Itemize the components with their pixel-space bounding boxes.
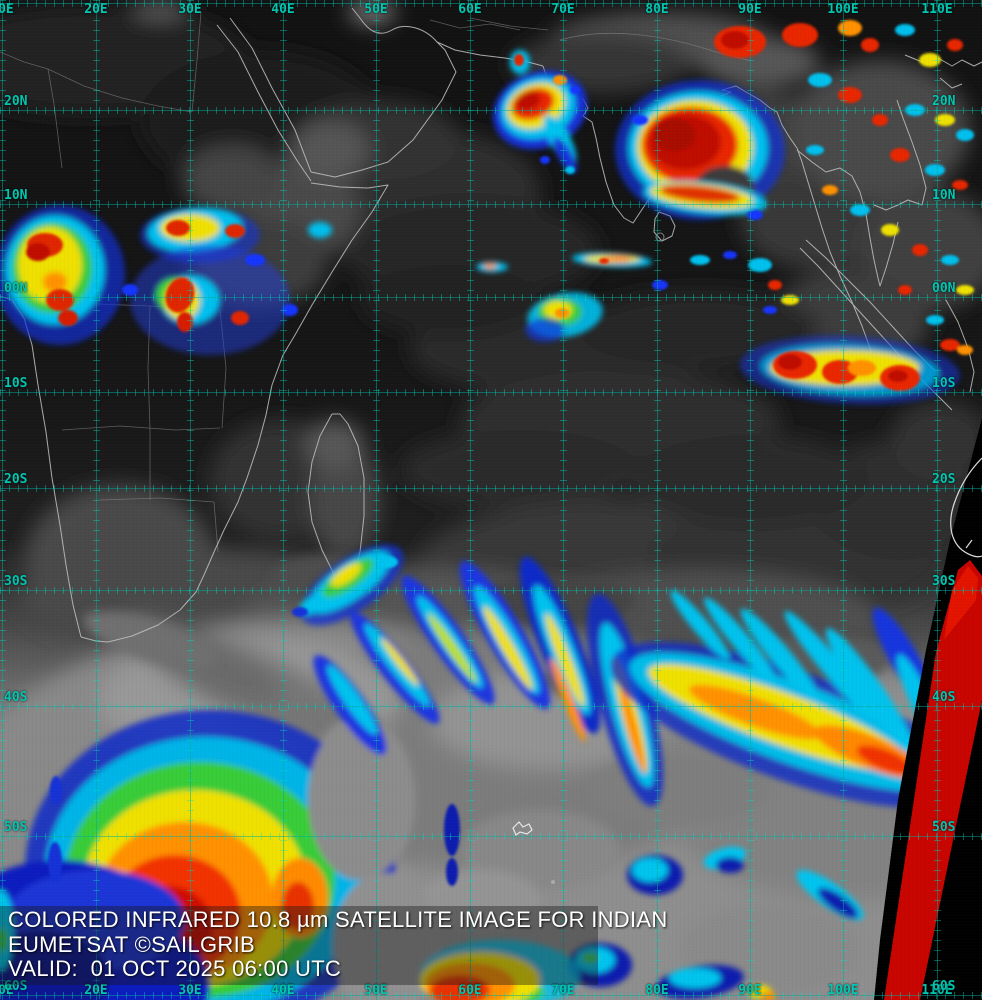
east-africa-coast [213, 354, 284, 553]
arabia-south-coast [310, 41, 457, 178]
atoll-ring [655, 232, 665, 242]
caption-backdrop [0, 906, 598, 985]
island-marks [512, 821, 555, 884]
limb-red-band [884, 560, 982, 1000]
caption-valid-time: VALID: 01 OCT 2025 06:00 UTC [8, 956, 342, 981]
red-sea-west-coast [216, 24, 312, 182]
gulf-of-thailand-coast [796, 149, 899, 287]
sri-lanka-coast [653, 211, 676, 242]
convection-cores [26, 20, 974, 886]
south-africa-coast [80, 551, 215, 643]
makran-coast [436, 41, 544, 67]
australia-coast-outline [950, 457, 982, 558]
vietnam-coast [873, 99, 927, 211]
persian-gulf [351, 7, 438, 43]
earth-limb [874, 418, 982, 1000]
caption-title: COLORED INFRARED 10.8 µm SATELLITE IMAGE… [8, 907, 668, 932]
caption-source: EUMETSAT ©SAILGRIB [8, 931, 255, 957]
somalia-coast [282, 182, 389, 356]
